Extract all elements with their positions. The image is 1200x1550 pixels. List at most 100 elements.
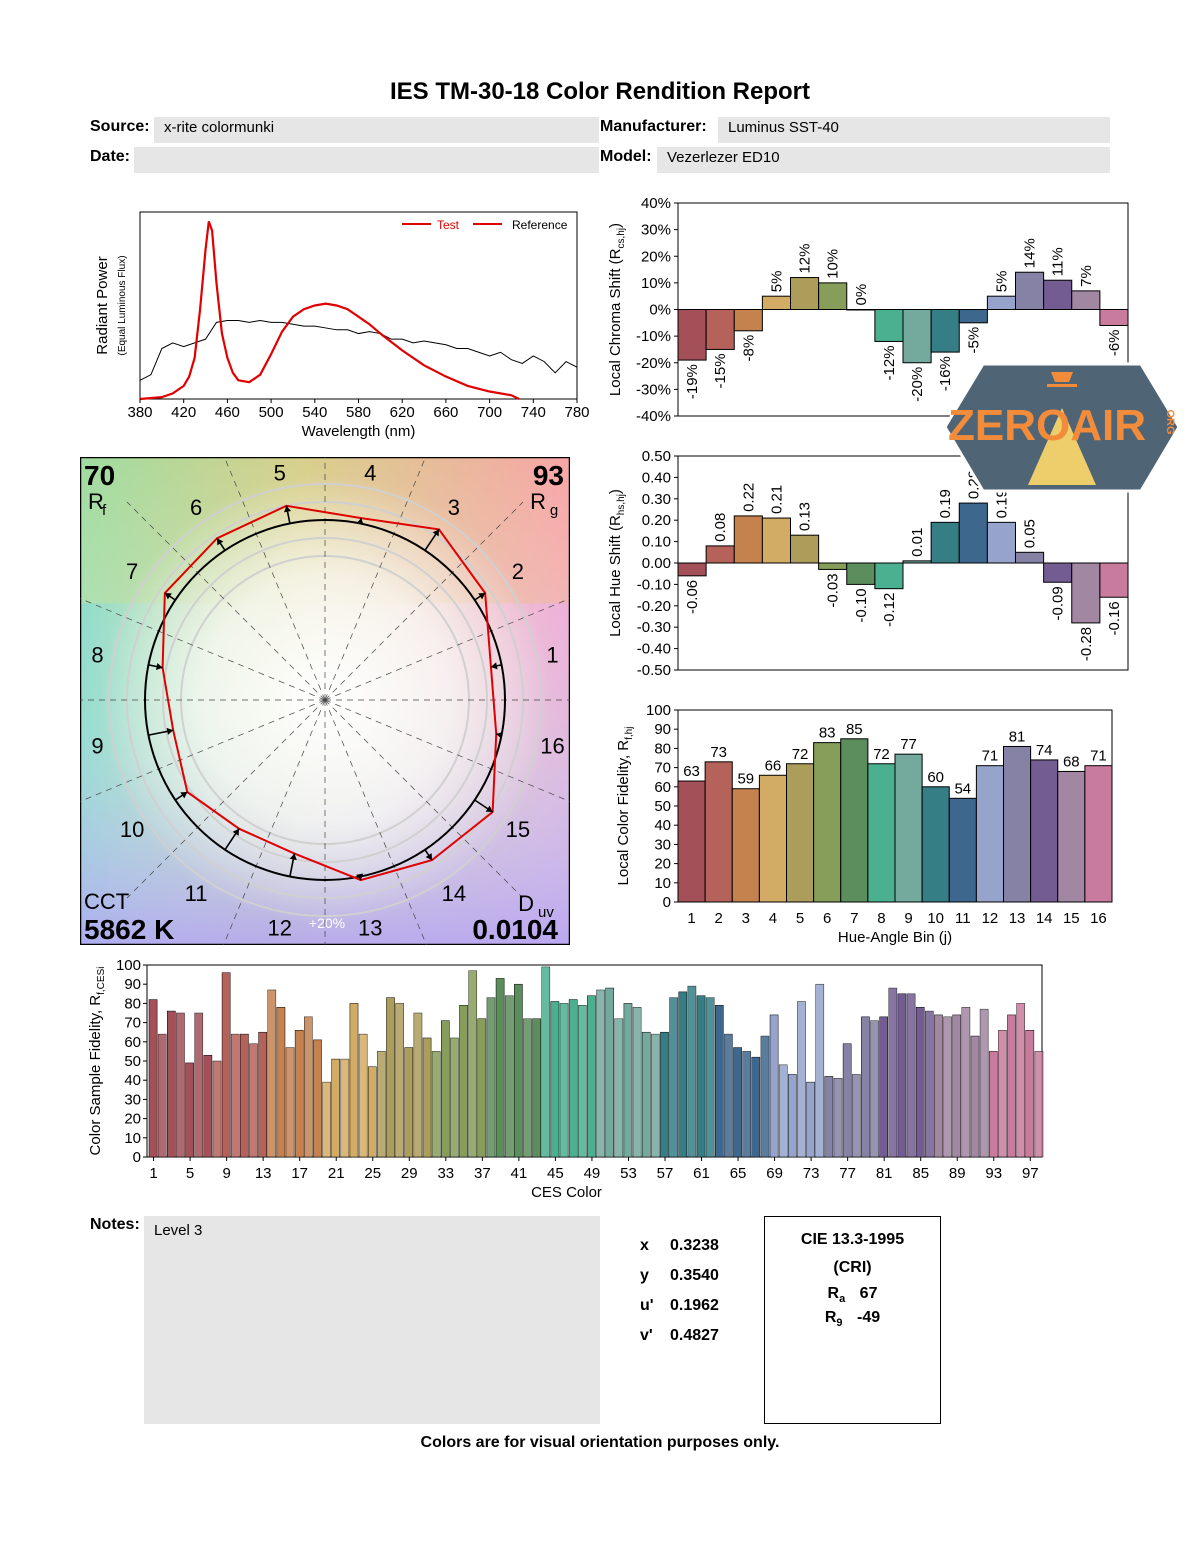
ces-bar-30	[413, 1012, 423, 1158]
local-color-fidelity-ytick-label: 100	[646, 702, 671, 719]
chroma-shift-chart: 40% 30% 20% 10% 0% -10% -20% -30% -40% -19% -15% -8…	[607, 195, 1129, 425]
cvg-ring	[108, 483, 542, 917]
ces-bar-1	[148, 999, 158, 1158]
local-color-fidelity-bar-10	[921, 786, 950, 903]
ces-bar-93	[988, 1051, 998, 1158]
local-hue-shift-value-label: -0.12	[881, 593, 898, 627]
ces-xtick-label: 33	[437, 1165, 454, 1182]
cvg-bin-label-9: 9	[91, 733, 103, 758]
coord-v-value: 0.4827	[670, 1327, 719, 1344]
ces-xtick-label: 41	[511, 1165, 528, 1182]
local-color-fidelity-value-label: 83	[819, 725, 836, 742]
local-hue-shift-bar-11	[958, 502, 988, 564]
ces-bar-41	[514, 983, 523, 1158]
local-chroma-shift-bar-8	[874, 309, 904, 342]
local-chroma-shift-bar-9	[902, 309, 932, 364]
ces-bar-87	[934, 1014, 943, 1158]
local-color-fidelity-value-label: 71	[1090, 748, 1107, 765]
ces-xtick-label: 5	[186, 1165, 194, 1182]
coord-x-label: x	[640, 1237, 649, 1254]
ces-bar-61	[696, 995, 706, 1158]
local-hue-shift-ytick-label: -0.50	[637, 662, 671, 678]
local-hue-shift-ylabel: Local Hue Shift (Rhs,hj)	[607, 489, 627, 637]
ces-bar-28	[395, 1003, 404, 1158]
ces-bar-47	[568, 999, 578, 1158]
ces-bar-45	[550, 1001, 560, 1158]
ces-xtick-label: 1	[149, 1165, 157, 1182]
cvg-bin-divider	[80, 598, 326, 701]
cvg-arrowhead	[356, 518, 364, 525]
cvg-bin-divider	[324, 699, 570, 802]
ces-bar-81	[879, 1016, 888, 1158]
cvg-bin-label-14: 14	[442, 881, 466, 906]
ces-bar-73	[806, 1081, 815, 1158]
ces-ytick-label: 100	[116, 957, 141, 974]
notes-text: Level 3	[154, 1222, 203, 1239]
ces-xtick-label: 45	[547, 1165, 564, 1182]
rg-sub: g	[550, 502, 558, 519]
local-hue-shift-bar-7	[846, 562, 876, 585]
ces-xtick-label: 81	[876, 1165, 893, 1182]
coord-x-value: 0.3238	[670, 1237, 719, 1254]
spd-xtick-label: 420	[171, 404, 196, 421]
report-title: IES TM-30-18 Color Rendition Report	[389, 78, 811, 105]
cvg-bin-label-15: 15	[506, 817, 530, 842]
local-color-fidelity-xtick-label: 4	[769, 910, 777, 927]
ces-bar-89	[952, 1014, 962, 1158]
cvg-reference-circle	[144, 519, 506, 881]
ces-ytick-label: 10	[124, 1130, 141, 1147]
cvg-test-polygon	[161, 504, 498, 882]
local-color-fidelity-xlabel: Hue-Angle Bin (j)	[838, 929, 952, 946]
local-color-fidelity-value-label: 54	[954, 780, 971, 797]
ces-ytick-label: 60	[124, 1034, 141, 1051]
local-hue-shift-bar-4	[761, 517, 791, 564]
cvg-arrowhead	[155, 662, 163, 671]
local-hue-shift-value-label: 0.05	[1022, 519, 1039, 548]
local-color-fidelity-bar-9	[894, 753, 923, 903]
cvg-bin-label-8: 8	[91, 643, 103, 668]
ces-bar-60	[687, 985, 697, 1158]
cvg-bin-label-2: 2	[512, 559, 524, 584]
local-chroma-shift-value-label: -12%	[881, 345, 898, 380]
local-chroma-shift-value-label: 14%	[1022, 238, 1039, 268]
ces-bar-77	[842, 1043, 852, 1158]
local-chroma-shift-ytick-label: -30%	[636, 381, 671, 398]
local-hue-shift-value-label: 0.13	[797, 502, 814, 531]
ces-xtick-label: 49	[584, 1165, 601, 1182]
cvg-bin-label-12: 12	[267, 916, 291, 941]
local-hue-shift-ytick-label: 0.00	[642, 555, 671, 572]
ces-bar-86	[925, 1010, 934, 1158]
cvg-arrowhead	[284, 505, 292, 513]
spd-xtick-label: 780	[564, 404, 589, 421]
cvg-bin-label-7: 7	[126, 559, 138, 584]
ces-bar-68	[760, 1035, 770, 1158]
local-chroma-shift-value-label: -20%	[909, 367, 926, 402]
local-chroma-shift-value-label: -16%	[937, 356, 954, 391]
ces-bar-26	[377, 1051, 386, 1158]
ces-bar-25	[367, 1066, 377, 1158]
cvg-bin-divider	[324, 457, 427, 701]
local-chroma-shift-bar-16	[1099, 309, 1129, 326]
ces-xtick-label: 53	[620, 1165, 637, 1182]
cvg-bin-label-4: 4	[364, 460, 376, 485]
spd-chart: 380 420 460 500 540 580 620 660 700 740 780 Wavelen…	[94, 211, 590, 440]
watermark-suffix: ORG	[1164, 409, 1176, 434]
local-hue-shift-ytick-label: 0.30	[642, 491, 671, 508]
ces-bar-95	[1007, 1014, 1016, 1158]
date-field	[134, 147, 599, 173]
ces-bar-2	[157, 1033, 167, 1158]
ces-bar-43	[532, 1018, 541, 1158]
local-color-fidelity-xtick-label: 13	[1009, 910, 1026, 927]
rg-value: 93	[533, 460, 564, 491]
notes-box: Level 3	[144, 1216, 600, 1424]
spd-xtick-label: 620	[390, 404, 415, 421]
ces-bar-16	[285, 1047, 295, 1158]
ces-ytick-label: 70	[124, 1015, 141, 1032]
local-hue-shift-bar-13	[1015, 551, 1045, 564]
cvg-ring	[162, 537, 488, 863]
ces-bar-19	[313, 1039, 322, 1158]
model-field: Vezerlezer ED10	[657, 147, 1110, 173]
ces-bar-51	[605, 987, 615, 1158]
